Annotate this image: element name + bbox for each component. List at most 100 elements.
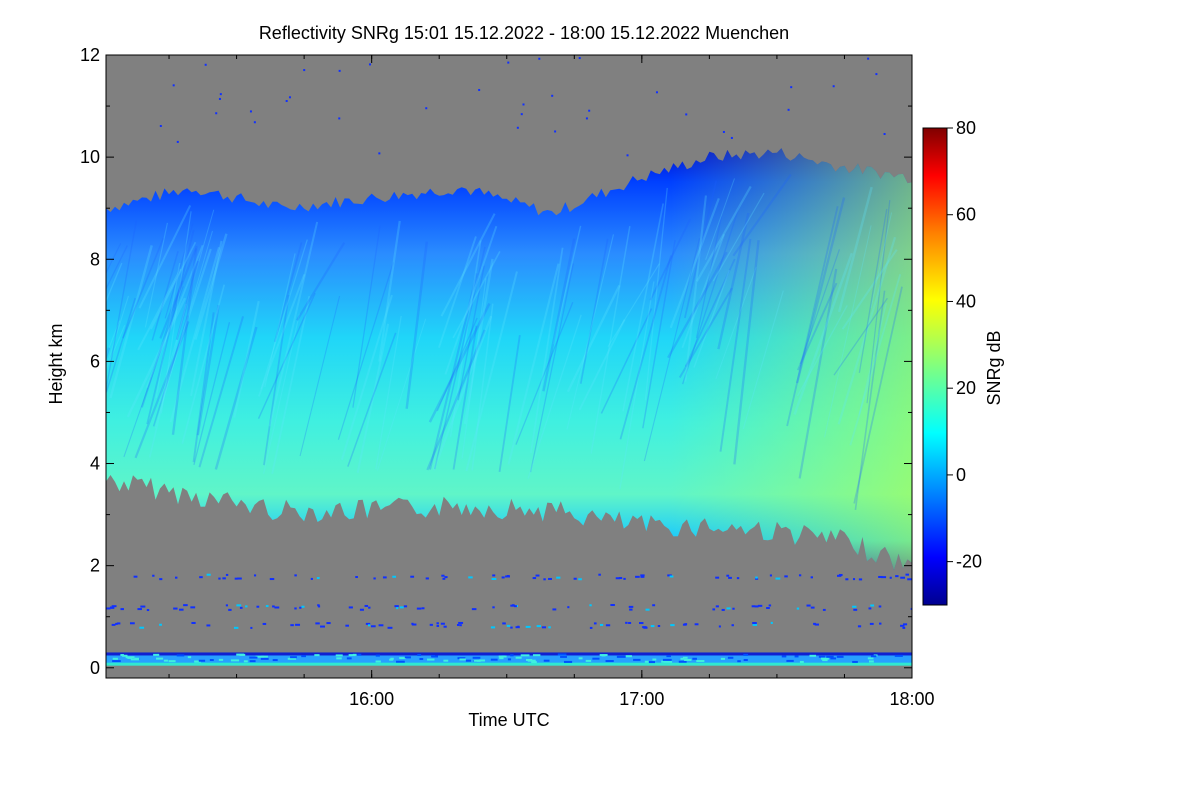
clutter-dot [538, 57, 541, 60]
fall-streak [273, 242, 303, 343]
clutter-dot [769, 574, 772, 577]
clutter-dot [878, 575, 883, 578]
fall-streak [786, 206, 839, 427]
fall-streak [260, 239, 308, 390]
fall-streak [433, 246, 486, 470]
clutter-dot [655, 91, 658, 94]
fall-streak [352, 225, 381, 408]
clutter-dot [573, 577, 577, 580]
clutter-dot [857, 625, 862, 628]
clutter-dot [288, 96, 291, 99]
clutter-dot [507, 61, 510, 64]
fall-streak [642, 239, 676, 429]
clutter-dot [234, 577, 238, 580]
clutter-dot [191, 621, 196, 624]
clutter-dot [348, 606, 353, 609]
clutter-dot [694, 623, 699, 626]
fall-streak [151, 251, 179, 341]
fall-streak [337, 262, 394, 440]
clutter-dot [225, 604, 228, 607]
clutter-dot [822, 608, 826, 611]
fall-streak [198, 316, 244, 468]
clutter-dot [436, 622, 439, 625]
fall-streak [171, 248, 198, 435]
fall-streak [268, 221, 319, 427]
clutter-dot [492, 574, 496, 577]
fall-streak [841, 248, 898, 330]
ground-clutter-dot [527, 659, 536, 662]
clutter-dot [895, 575, 899, 578]
ground-clutter-dot [830, 657, 837, 660]
clutter-dot [585, 117, 588, 120]
clutter-dot [685, 113, 688, 116]
fall-streak [159, 248, 212, 404]
ground-clutter-dot [112, 660, 121, 663]
fall-streak [194, 233, 228, 340]
clutter-dot [775, 577, 781, 580]
clutter-dot [670, 624, 675, 627]
ground-clutter-dot [616, 655, 626, 658]
ground-clutter-dot [153, 653, 160, 656]
clutter-dot [290, 624, 294, 627]
y-tick-label: 8 [90, 249, 100, 269]
fall-streak [271, 295, 311, 474]
clutter-dot [491, 577, 497, 580]
fall-streak [106, 262, 123, 304]
clutter-dot [869, 622, 874, 625]
clutter-dot [715, 605, 719, 608]
clutter-dot [881, 576, 887, 579]
ground-clutter-dot [826, 655, 834, 658]
clutter-dot [907, 578, 912, 581]
clutter-dot [845, 578, 849, 581]
fall-streak [106, 320, 121, 358]
fall-streak [152, 315, 189, 427]
fall-streak [695, 185, 752, 282]
ground-clutter-dot [696, 660, 705, 663]
clutter-dot [669, 575, 674, 578]
clutter-dot [814, 623, 819, 626]
ground-clutter-dot [260, 657, 269, 660]
fall-streak [742, 290, 784, 430]
ground-clutter-dot [836, 655, 844, 658]
clutter-dot [645, 608, 650, 611]
clutter-dot [368, 63, 371, 66]
clutter-dot [317, 604, 320, 607]
fall-streak [590, 226, 631, 454]
clutter-dot [548, 577, 552, 580]
colorbar-tick-label: -20 [956, 552, 982, 572]
fall-streak [376, 318, 427, 471]
clutter-dot [159, 578, 163, 581]
fall-streak [837, 236, 897, 425]
colorbar-tick-label: 80 [956, 118, 976, 138]
clutter-dot [274, 606, 280, 609]
fall-streak [137, 268, 182, 351]
clutter-dot [731, 624, 734, 627]
fall-streak [257, 273, 306, 397]
clutter-dot [902, 626, 906, 629]
clutter-dot [272, 605, 275, 608]
ground-clutter-dot [532, 654, 541, 657]
ground-clutter-dot [255, 655, 265, 658]
ground-clutter-dot [781, 655, 787, 658]
fall-streak [715, 266, 757, 380]
clutter-dot [411, 622, 414, 625]
clutter-dot [512, 604, 515, 607]
clutter-dot [905, 573, 910, 576]
clutter-dot [787, 108, 790, 111]
clutter-dot [172, 84, 175, 87]
clutter-dot [387, 626, 393, 629]
ground-clutter-dot [472, 656, 481, 659]
fall-streak [712, 192, 765, 282]
clutter-dot [868, 607, 872, 610]
fall-streak [858, 208, 888, 373]
clutter-dot [403, 605, 408, 608]
ground-clutter-dot [473, 659, 481, 662]
fall-streak [527, 314, 582, 479]
fall-streak [438, 236, 477, 349]
ground-clutter-dot [652, 658, 657, 661]
clutter-dot [222, 577, 226, 580]
clutter-dot [516, 126, 519, 129]
clutter-dot [120, 608, 124, 611]
clutter-dot [796, 607, 800, 610]
fall-streak [837, 186, 873, 313]
